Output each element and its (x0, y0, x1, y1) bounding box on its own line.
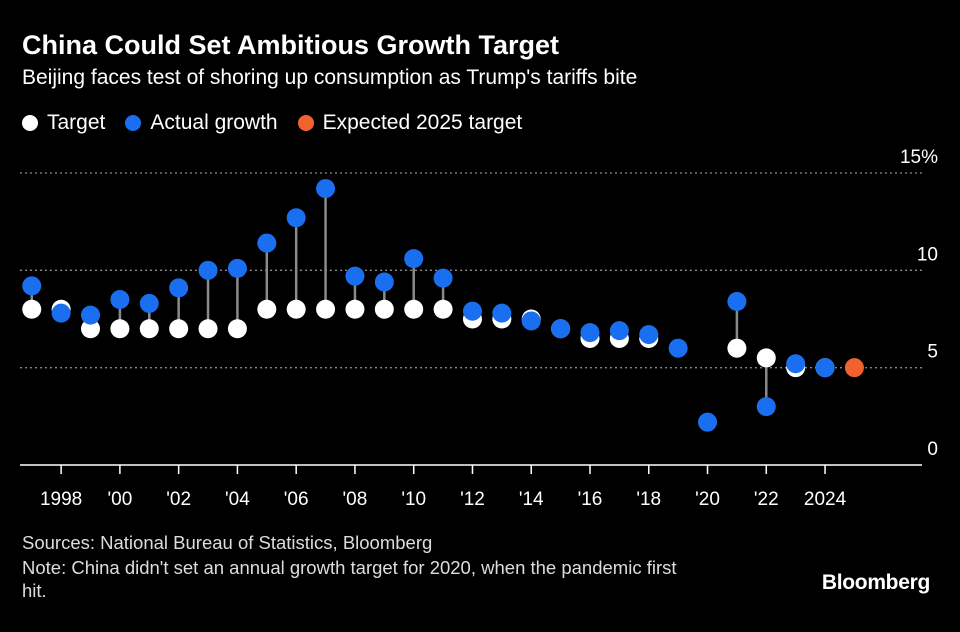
y-tick-label: 15% (900, 147, 938, 168)
y-tick-label: 0 (927, 439, 938, 460)
x-tick-label: '06 (284, 489, 309, 510)
actual-growth-point (580, 323, 600, 343)
actual-growth-point (815, 358, 835, 378)
actual-growth-point (551, 319, 571, 339)
legend-label: Expected 2025 target (322, 111, 523, 134)
legend-item-target: Target (22, 111, 105, 135)
actual-growth-point (139, 293, 159, 313)
target-point (433, 299, 453, 319)
y-axis-ticks: 0 5 10 15% (900, 147, 938, 460)
x-axis-ticks: 1998 '00 '02 '04 '06 '08 '10 '12 '14 '16 '18 '20 '22… (40, 465, 847, 510)
target-point (22, 299, 42, 319)
x-tick-label: '18 (636, 489, 661, 510)
actual-growth-point (462, 301, 482, 321)
x-tick-label: '20 (695, 489, 720, 510)
target-point (227, 319, 247, 339)
actual-growth-point (492, 303, 512, 323)
chart-title: China Could Set Ambitious Growth Target (22, 30, 559, 60)
chart-subtitle: Beijing faces test of shoring up consump… (22, 66, 638, 89)
target-point (257, 299, 277, 319)
target-point (404, 299, 424, 319)
x-tick-label: '02 (166, 489, 191, 510)
target-point (316, 299, 336, 319)
x-tick-label: '04 (225, 489, 250, 510)
expected-target-point (844, 358, 864, 378)
x-tick-label: '12 (460, 489, 485, 510)
legend-label: Actual growth (150, 111, 278, 134)
target-point (139, 319, 159, 339)
target-point (345, 299, 365, 319)
actual-growth-point (698, 412, 718, 432)
actual-growth-point (169, 278, 189, 298)
actual-growth-point (198, 260, 218, 280)
legend: Target Actual growth Expected 2025 targe… (22, 111, 542, 135)
target-point (374, 299, 394, 319)
y-tick-label: 5 (927, 342, 938, 363)
legend-dot-icon (22, 115, 38, 131)
grid-lines (20, 172, 922, 369)
actual-growth-point (374, 272, 394, 292)
legend-dot-icon (297, 115, 314, 131)
legend-label: Target (47, 111, 106, 134)
target-point (169, 319, 189, 339)
actual-growth-point (51, 303, 71, 323)
actual-growth-point (786, 354, 806, 374)
x-tick-label: '22 (754, 489, 779, 510)
actual-growth-point (609, 321, 629, 341)
actual-growth-point (22, 276, 42, 296)
legend-dot-icon (125, 115, 142, 131)
data-points (22, 179, 864, 432)
x-tick-label: '14 (519, 489, 544, 510)
actual-growth-point (639, 325, 659, 345)
target-point (198, 319, 218, 339)
x-tick-label: 2024 (804, 489, 847, 510)
actual-growth-point (433, 268, 453, 288)
actual-growth-point (257, 233, 277, 253)
y-tick-label: 10 (917, 244, 938, 265)
bloomberg-logo: Bloomberg (821, 571, 930, 594)
actual-growth-point (345, 266, 365, 286)
note-text: Note: China didn't set an annual growth … (22, 557, 677, 601)
target-point (286, 299, 306, 319)
legend-item-actual-growth: Actual growth (125, 111, 278, 135)
target-point (756, 348, 776, 368)
actual-growth-point (316, 179, 336, 199)
target-point (81, 319, 101, 339)
x-tick-label: '08 (343, 489, 368, 510)
actual-growth-point (521, 311, 541, 331)
x-tick-label: '16 (578, 489, 603, 510)
actual-growth-point (81, 305, 101, 325)
actual-growth-point (727, 291, 747, 311)
x-tick-label: 1998 (40, 489, 82, 510)
actual-growth-point (227, 258, 247, 278)
target-point (727, 338, 747, 358)
actual-growth-point (286, 208, 306, 228)
legend-item-expected-target: Expected 2025 target (297, 111, 523, 135)
x-tick-label: '00 (108, 489, 133, 510)
actual-growth-point (110, 290, 130, 310)
actual-growth-point (668, 338, 688, 358)
source-text: Sources: National Bureau of Statistics, … (22, 532, 433, 553)
x-tick-label: '10 (401, 489, 426, 510)
actual-growth-point (756, 397, 776, 417)
target-point (110, 319, 130, 339)
actual-growth-point (404, 249, 424, 269)
